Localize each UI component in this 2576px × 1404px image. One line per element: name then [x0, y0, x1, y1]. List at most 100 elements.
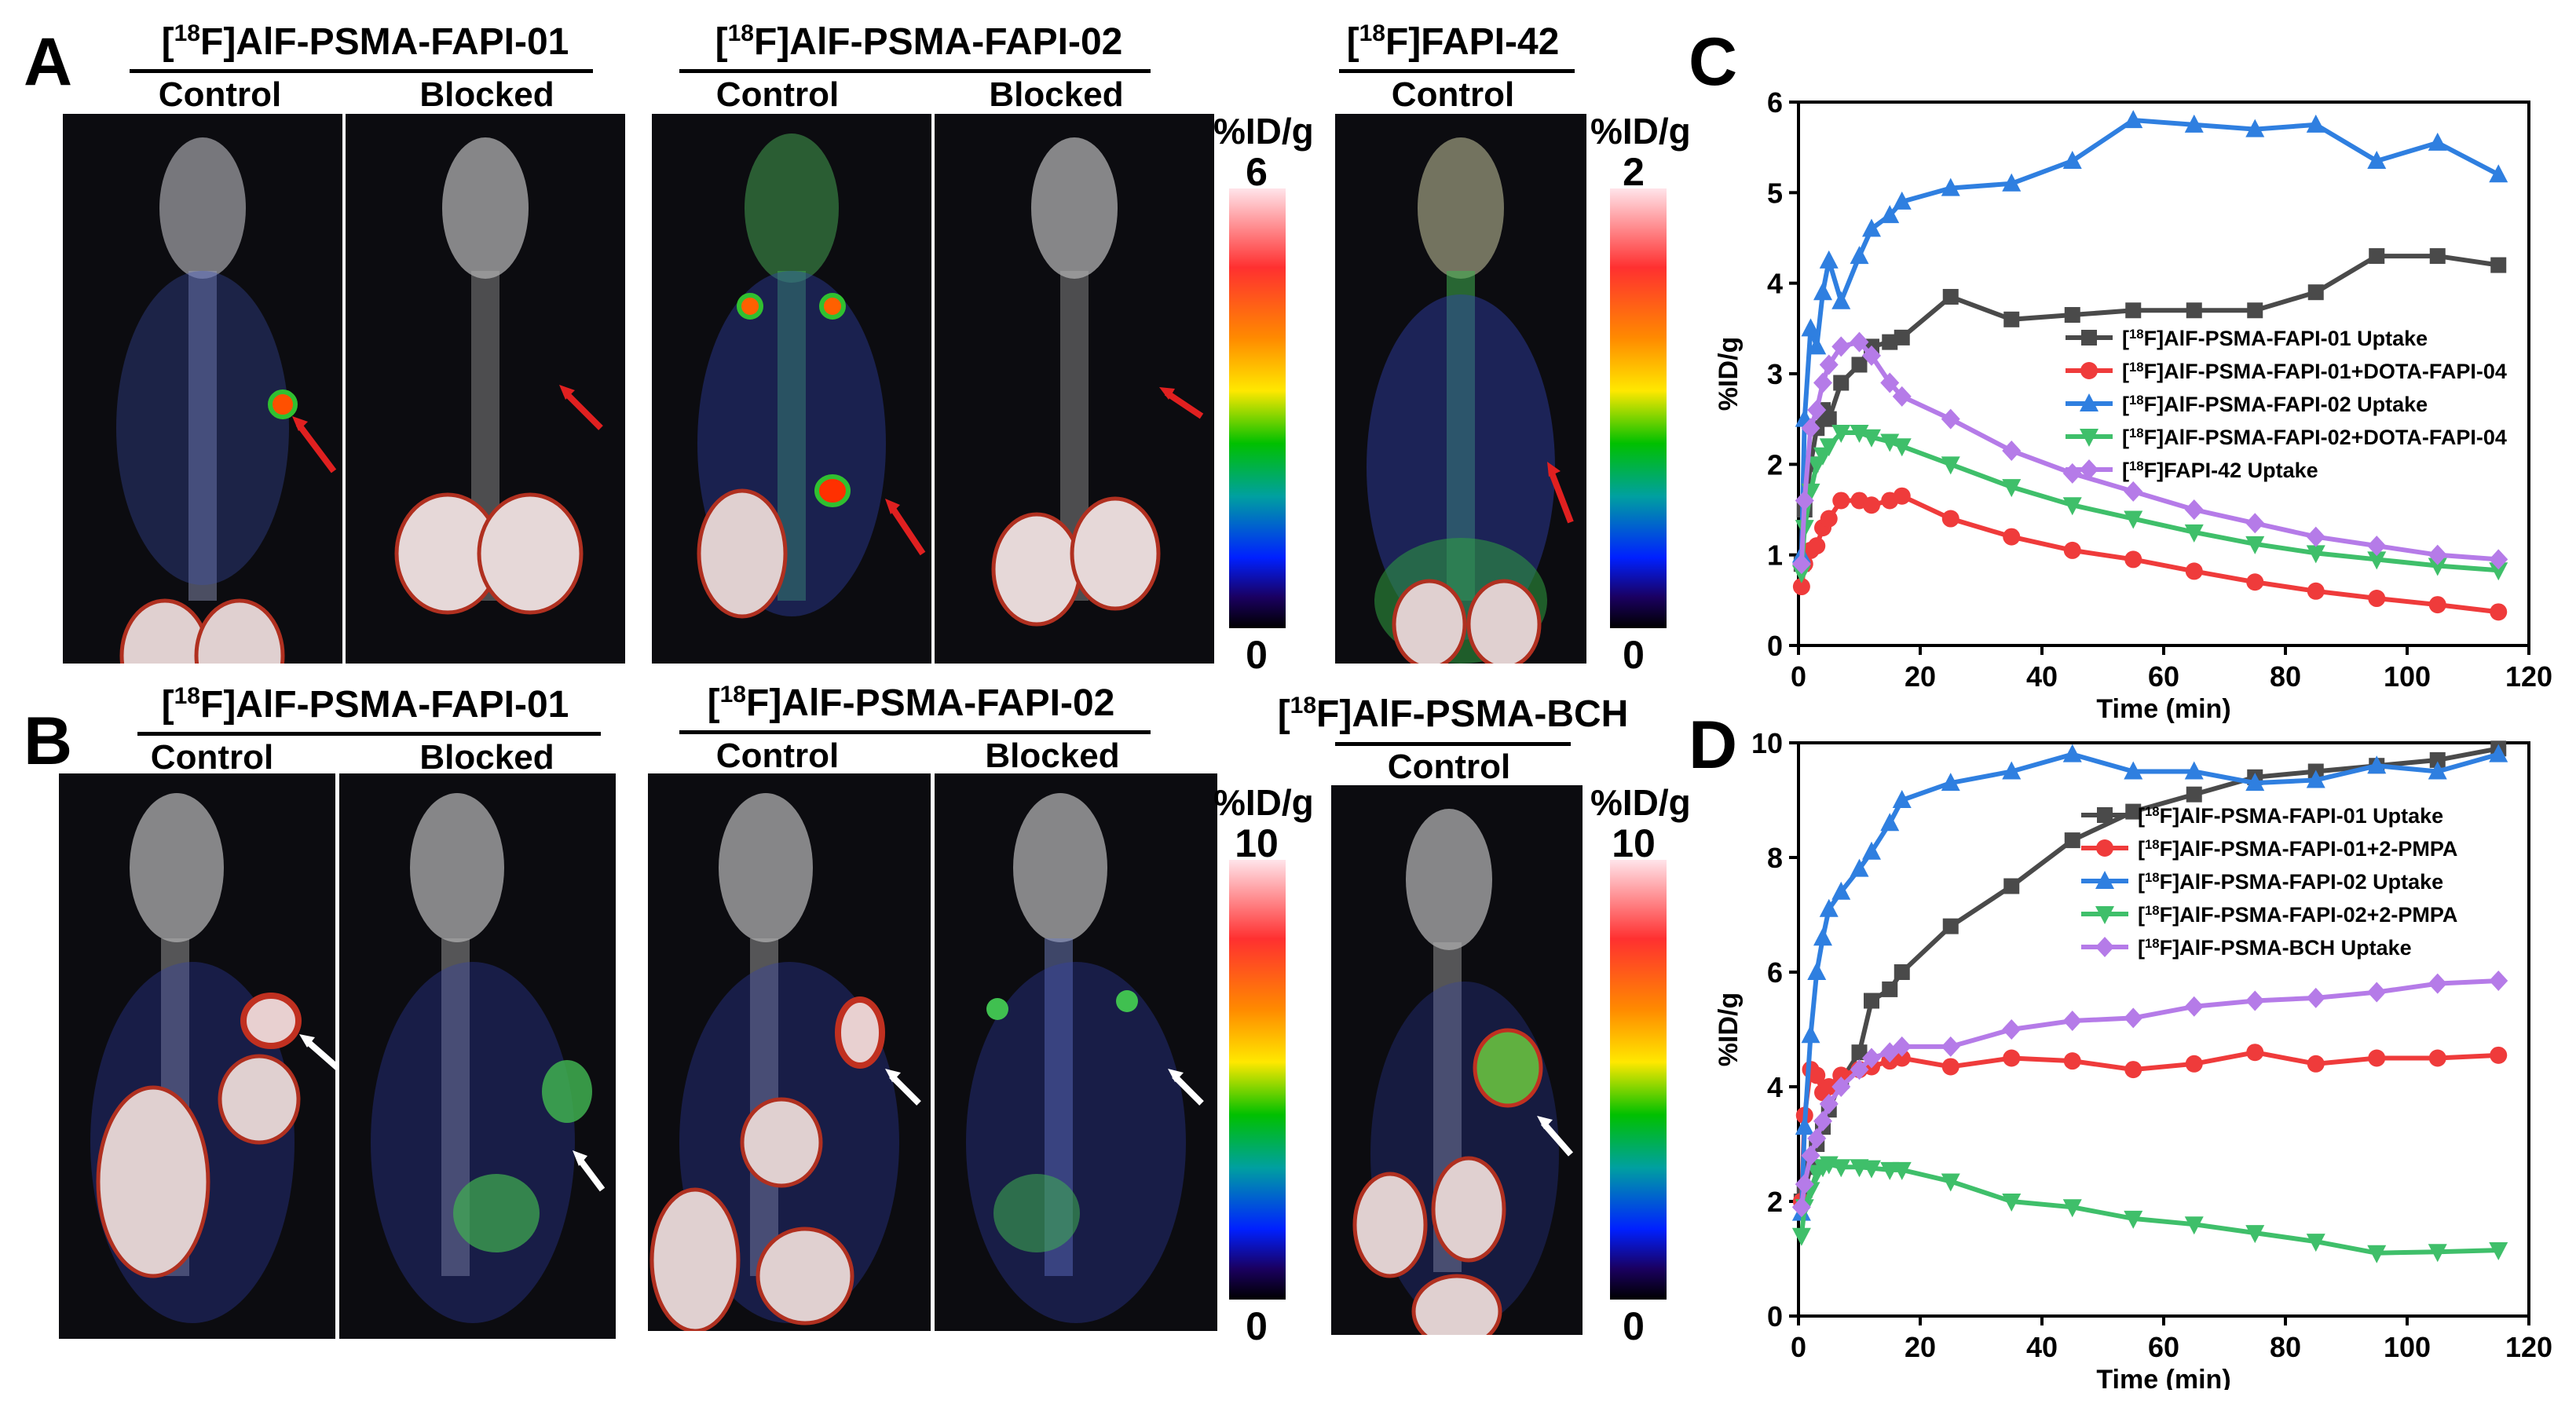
legend-marker [2097, 807, 2113, 823]
data-point [1808, 1066, 1826, 1084]
y-tick-label: 0 [1767, 1300, 1783, 1333]
x-tick-label: 80 [2270, 1331, 2301, 1363]
mouse-scan-image [991, 137, 1204, 627]
data-point [2307, 284, 2324, 301]
panel-a-group3-rule [1339, 69, 1575, 73]
data-point [2428, 761, 2447, 780]
colorbar-a1-max: 6 [1246, 150, 1268, 194]
data-point [1795, 490, 1814, 511]
data-point [1813, 1110, 1832, 1132]
data-point [1831, 1077, 1851, 1097]
data-point [1813, 282, 1832, 301]
data-point [1791, 554, 1811, 575]
data-point [1850, 1059, 1869, 1080]
data-point [2002, 761, 2022, 780]
colorbar-a1-min: 0 [1246, 633, 1268, 677]
data-point [2428, 544, 2447, 565]
data-point [2367, 150, 2387, 169]
y-tick-label: 4 [1767, 268, 1783, 300]
data-point [2246, 573, 2264, 591]
x-axis-label: Time (min) [2096, 1365, 2230, 1390]
series-3 [1791, 1156, 2508, 1263]
data-point [1880, 205, 1900, 224]
data-point [2428, 596, 2446, 614]
x-tick-label: 40 [2026, 660, 2058, 693]
legend-marker [2095, 871, 2114, 889]
pet-scan-a-fapi01-control [63, 114, 342, 664]
data-point [1801, 418, 1820, 439]
data-point [2428, 558, 2447, 576]
x-tick-label: 60 [2148, 660, 2179, 693]
data-point [1942, 918, 1959, 934]
x-tick-label: 100 [2384, 660, 2431, 693]
panel-letter-a: A [24, 24, 73, 100]
data-point [2429, 248, 2446, 265]
y-tick-label: 1 [1767, 539, 1783, 572]
data-point [2062, 150, 2082, 169]
data-point [1892, 1161, 1912, 1180]
y-axis-label: %ID/g [1714, 993, 1744, 1066]
data-point [2003, 528, 2021, 546]
data-point [1808, 537, 1826, 555]
data-point [1850, 858, 1869, 877]
data-point [1892, 438, 1912, 457]
mouse-scan-image [966, 793, 1204, 1323]
panel-a-group2-title: [18F]AlF-PSMA-FAPI-02 [715, 20, 1123, 63]
data-point [2003, 878, 2020, 894]
legend-entry: [18F]AlF-PSMA-FAPI-01 Uptake [2081, 804, 2443, 828]
legend-label: [18F]FAPI-42 Uptake [2122, 459, 2318, 483]
data-point [1941, 408, 1960, 430]
data-point [2124, 550, 2142, 569]
legend-label: [18F]AlF-PSMA-FAPI-01+DOTA-FAPI-04 [2122, 360, 2507, 384]
data-point [2489, 1242, 2508, 1261]
data-point [2307, 1055, 2325, 1073]
panel-a-group1-title: [18F]AlF-PSMA-FAPI-01 [161, 20, 569, 63]
data-point [1791, 1227, 1811, 1246]
data-point [1862, 1048, 1881, 1069]
data-point [1894, 329, 1910, 346]
data-point [1820, 1078, 1838, 1095]
data-point [2245, 773, 2265, 792]
data-point [2490, 257, 2507, 273]
data-point [1851, 356, 1868, 373]
data-point [2064, 832, 2080, 849]
data-point [1813, 927, 1832, 946]
data-point [2124, 1210, 2143, 1229]
data-point [1791, 565, 1811, 583]
data-point [1863, 496, 1880, 514]
colorbar-b2 [1610, 860, 1667, 1300]
panel-a-group2-rule [679, 69, 1151, 73]
panel-a-group3-title: [18F]FAPI-42 [1346, 20, 1560, 63]
legend-label: [18F]AlF-PSMA-FAPI-02+2-PMPA [2138, 903, 2457, 927]
mouse-scan-image [649, 793, 921, 1331]
series-line [1798, 1161, 2499, 1256]
panel-a-group3-control-label: Control [1391, 75, 1515, 114]
legend-marker [2080, 459, 2098, 480]
data-point [2367, 536, 2387, 557]
data-point [2002, 1194, 2022, 1212]
legend-label: [18F]AlF-PSMA-FAPI-02 Uptake [2138, 870, 2443, 894]
data-point [2428, 132, 2447, 151]
data-point [1831, 291, 1851, 309]
legend-marker [2081, 330, 2097, 346]
data-point [2184, 1216, 2204, 1235]
y-tick-label: 2 [1767, 448, 1783, 481]
data-point [2245, 119, 2265, 137]
panel-a-group2-control-label: Control [715, 75, 840, 114]
data-point [2002, 173, 2022, 192]
data-point [2062, 463, 2082, 484]
legend-marker [2080, 362, 2098, 379]
data-point [1807, 962, 1827, 980]
panel-b-group2-title: [18F]AlF-PSMA-FAPI-02 [707, 682, 1115, 724]
panel-letter-d: D [1689, 707, 1738, 783]
colorbar-a1 [1229, 188, 1286, 628]
data-point [2062, 497, 2082, 516]
data-point [1892, 1036, 1912, 1057]
panel-a-group1-blocked-label: Blocked [419, 75, 554, 114]
data-point [2489, 562, 2508, 581]
data-point [1862, 841, 1881, 860]
data-point [1880, 1042, 1900, 1063]
chart-d: 0 20 40 60 80 100 120 0 2 4 6 8 10 Time (min) %ID/g [18… [1714, 730, 2552, 1390]
data-point [1819, 898, 1839, 917]
data-point [1820, 510, 1838, 528]
